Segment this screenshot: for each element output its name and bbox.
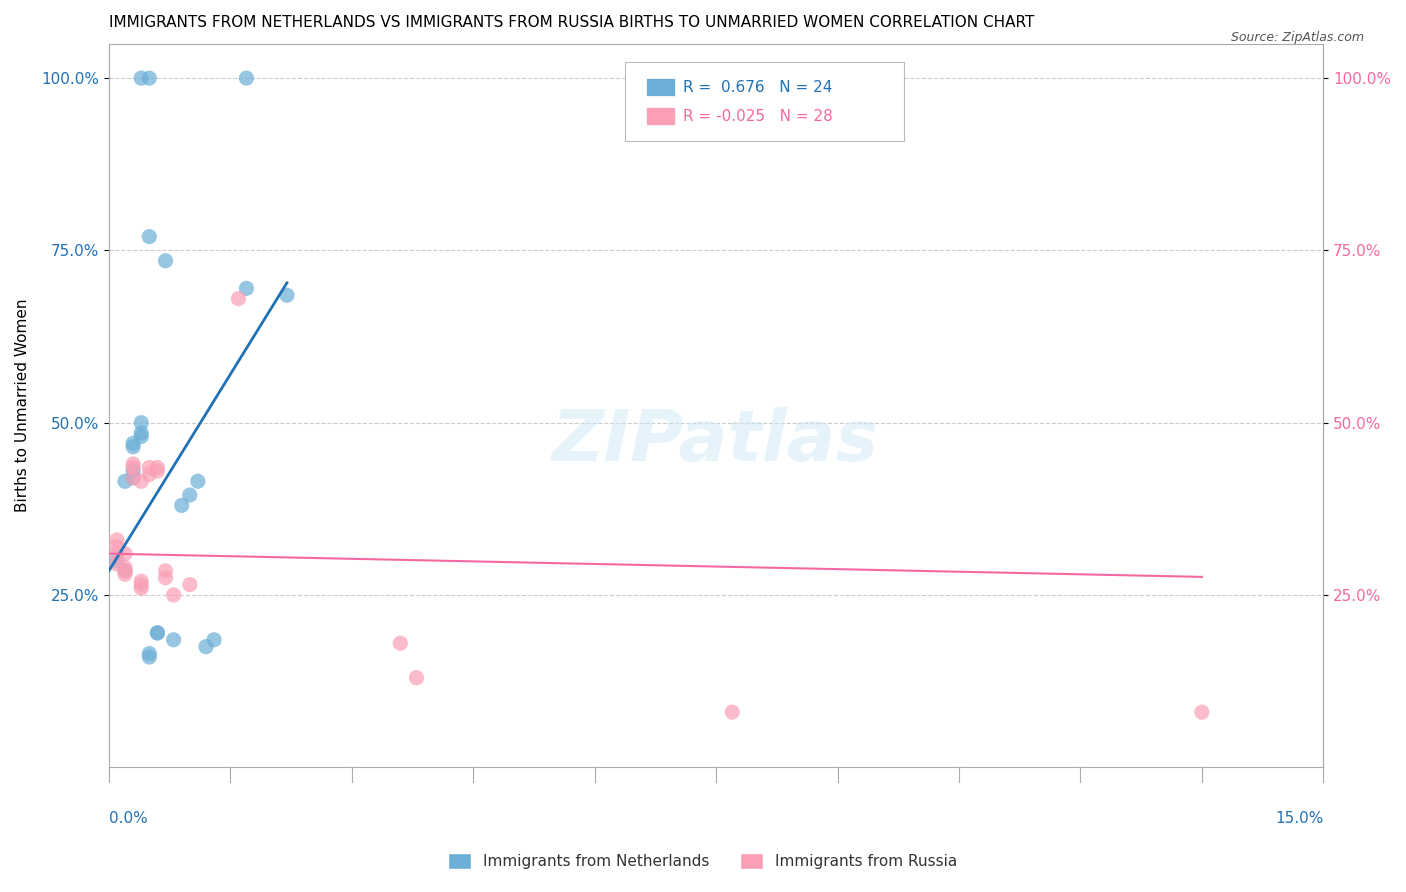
Text: R =  0.676   N = 24: R = 0.676 N = 24 — [683, 79, 832, 95]
Point — [202, 632, 225, 647]
Point — [138, 460, 160, 475]
Point — [114, 564, 136, 578]
Point — [129, 475, 152, 489]
Point — [155, 564, 177, 578]
Point — [114, 560, 136, 574]
Point — [138, 650, 160, 665]
Point — [228, 292, 250, 306]
Point — [122, 460, 145, 475]
Point — [155, 253, 177, 268]
Point — [162, 632, 184, 647]
Text: IMMIGRANTS FROM NETHERLANDS VS IMMIGRANTS FROM RUSSIA BIRTHS TO UNMARRIED WOMEN : IMMIGRANTS FROM NETHERLANDS VS IMMIGRANT… — [108, 15, 1035, 30]
Point — [105, 547, 128, 561]
Point — [195, 640, 218, 654]
Point — [122, 436, 145, 450]
FancyBboxPatch shape — [645, 107, 675, 125]
Point — [179, 488, 201, 502]
Point — [105, 533, 128, 547]
Text: 0.0%: 0.0% — [108, 811, 148, 826]
Point — [129, 574, 152, 589]
Point — [155, 571, 177, 585]
Point — [138, 71, 160, 86]
Text: Source: ZipAtlas.com: Source: ZipAtlas.com — [1230, 31, 1364, 45]
Point — [122, 471, 145, 485]
Point — [138, 647, 160, 661]
Point — [122, 471, 145, 485]
Point — [162, 588, 184, 602]
Point — [1191, 705, 1213, 719]
FancyBboxPatch shape — [645, 78, 675, 95]
Text: 15.0%: 15.0% — [1275, 811, 1323, 826]
Point — [129, 429, 152, 443]
Point — [146, 464, 169, 478]
Point — [235, 71, 257, 86]
Point — [114, 567, 136, 582]
Point — [276, 288, 298, 302]
Point — [179, 577, 201, 591]
Point — [114, 475, 136, 489]
Point — [122, 457, 145, 471]
Point — [105, 557, 128, 571]
Point — [405, 671, 427, 685]
Point — [138, 229, 160, 244]
Point — [114, 547, 136, 561]
Point — [129, 581, 152, 595]
Point — [138, 467, 160, 482]
FancyBboxPatch shape — [626, 62, 904, 141]
Point — [146, 460, 169, 475]
Point — [389, 636, 412, 650]
Point — [235, 281, 257, 295]
Point — [129, 577, 152, 591]
Point — [105, 553, 128, 567]
Point — [187, 475, 209, 489]
Point — [129, 416, 152, 430]
Text: R = -0.025   N = 28: R = -0.025 N = 28 — [683, 109, 832, 123]
Legend: Immigrants from Netherlands, Immigrants from Russia: Immigrants from Netherlands, Immigrants … — [441, 847, 965, 875]
Point — [170, 499, 193, 513]
Point — [129, 425, 152, 440]
Point — [146, 626, 169, 640]
Text: ZIPatlas: ZIPatlas — [553, 407, 880, 476]
Point — [105, 540, 128, 554]
Point — [122, 464, 145, 478]
Point — [146, 626, 169, 640]
Point — [721, 705, 744, 719]
Point — [129, 71, 152, 86]
Point — [122, 440, 145, 454]
Y-axis label: Births to Unmarried Women: Births to Unmarried Women — [15, 299, 30, 512]
Point — [114, 564, 136, 578]
